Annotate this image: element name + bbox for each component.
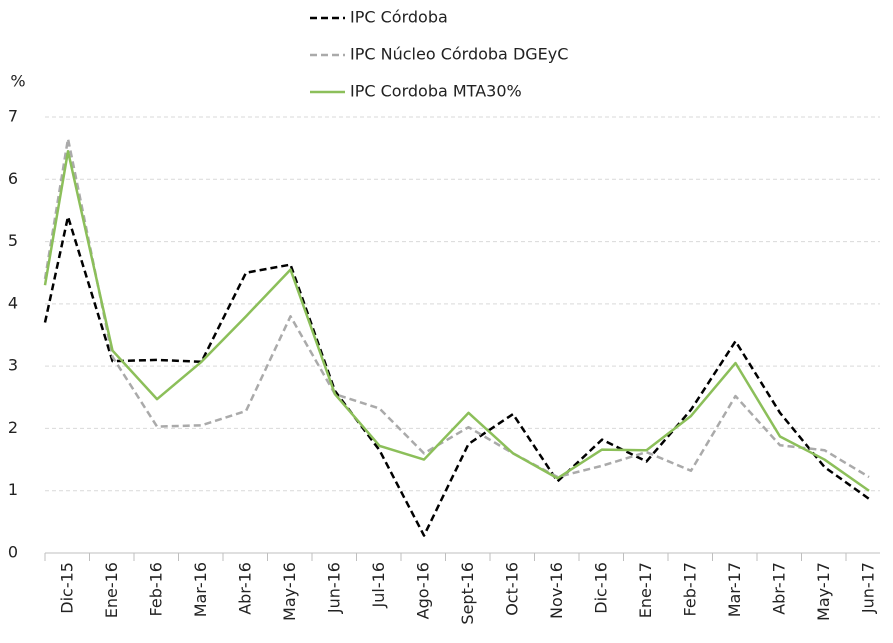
x-tick-label: Jul-16 xyxy=(369,562,388,608)
legend-label: IPC Cordoba MTA30% xyxy=(350,82,522,101)
x-tick-label: Mar-17 xyxy=(725,562,744,617)
y-tick-label: 6 xyxy=(8,169,18,188)
legend-label: IPC Núcleo Córdoba DGEyC xyxy=(350,45,568,64)
x-tick-label: Jun-16 xyxy=(325,562,344,614)
x-tick-label: Dic-15 xyxy=(58,562,77,614)
y-tick-label: 2 xyxy=(8,418,18,437)
y-tick-label: 5 xyxy=(8,231,18,250)
x-tick-label: Oct-16 xyxy=(503,562,522,616)
y-tick-label: 3 xyxy=(8,356,18,375)
x-tick-label: Feb-17 xyxy=(681,562,700,616)
series-line xyxy=(43,150,870,492)
y-tick-label: 7 xyxy=(8,107,18,126)
x-tick-label: Mar-16 xyxy=(191,562,210,617)
series-line xyxy=(43,215,870,537)
x-tick-label: Dic-16 xyxy=(592,562,611,614)
x-tick-label: Ene-16 xyxy=(102,562,121,618)
x-tick-label: Feb-16 xyxy=(147,562,166,616)
y-tick-label: 1 xyxy=(8,480,18,499)
y-tick-label: 0 xyxy=(8,543,18,562)
x-tick-label: Ene-17 xyxy=(636,562,655,618)
x-tick-label: Abr-17 xyxy=(770,562,789,615)
x-tick-label: Abr-16 xyxy=(236,562,255,615)
x-tick-label: May-16 xyxy=(280,562,299,621)
x-tick-label: Sept-16 xyxy=(458,562,477,625)
x-tick-label: Nov-16 xyxy=(547,562,566,619)
legend-label: IPC Córdoba xyxy=(350,8,448,27)
x-tick-label: Jun-17 xyxy=(859,562,878,614)
y-tick-label: 4 xyxy=(8,293,18,312)
series-line xyxy=(43,137,870,479)
x-tick-label: Ago-16 xyxy=(414,562,433,619)
x-tick-label: May-17 xyxy=(814,562,833,621)
y-axis-label: % xyxy=(10,72,25,91)
